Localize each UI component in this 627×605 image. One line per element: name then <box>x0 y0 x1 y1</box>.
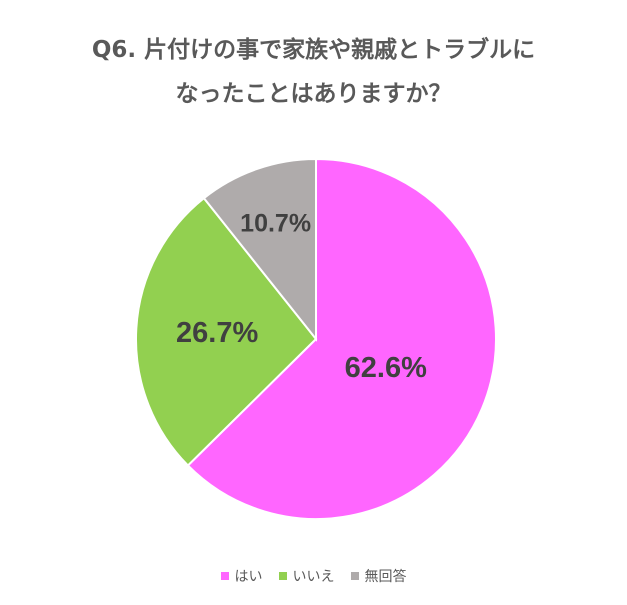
chart-title-line-1: Q6. 片付けの事で家族や親戚とトラブルに <box>91 37 536 63</box>
legend-swatch-yes <box>220 572 229 580</box>
data-label-no: 26.7% <box>176 317 258 349</box>
legend-label-yes: はい <box>234 569 263 585</box>
legend-item-yes: はい <box>220 566 263 586</box>
legend-item-no: いいえ <box>278 566 335 586</box>
legend-swatch-no-answer <box>350 572 359 580</box>
legend-label-no-answer: 無回答 <box>364 569 407 585</box>
legend: はい いいえ 無回答 <box>0 566 627 586</box>
chart-title-line-2: なったことはありますか？ <box>175 81 452 107</box>
chart-title: Q6. 片付けの事で家族や親戚とトラブルに なったことはありますか？ <box>0 28 627 116</box>
pie-slice-no-answer <box>202 157 317 342</box>
data-label-no-answer: 10.7% <box>240 209 311 237</box>
legend-swatch-no <box>278 572 287 580</box>
legend-label-no: いいえ <box>292 569 335 585</box>
pie-slice-yes <box>186 157 497 520</box>
data-label-yes: 62.6% <box>345 352 427 384</box>
pie-slice-no <box>135 196 318 467</box>
legend-item-no-answer: 無回答 <box>350 566 407 586</box>
